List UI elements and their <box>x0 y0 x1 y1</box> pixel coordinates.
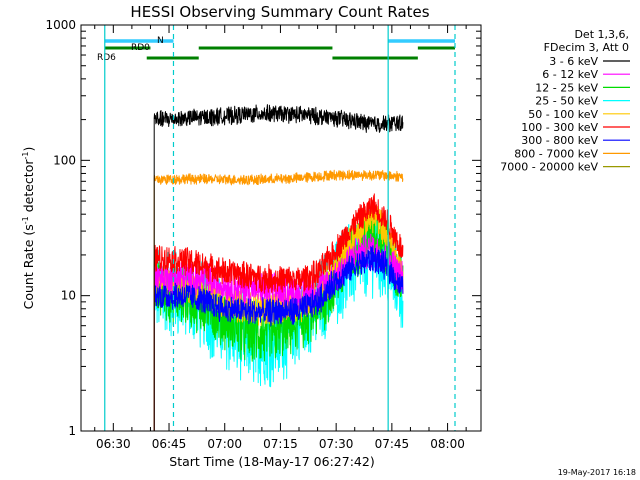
x-axis: 06:30 06:45 07:00 07:15 07:30 07:45 08:00 <box>94 25 467 451</box>
legend-header-line-2: FDecim 3, Att 0 <box>544 41 629 54</box>
y-tick-label: 1 <box>68 424 76 438</box>
x-tick-label: 06:30 <box>96 437 131 451</box>
y-tick-label: 10 <box>61 289 76 303</box>
flag-bar-label: RD0 <box>131 43 150 53</box>
x-tick-label: 07:45 <box>375 437 410 451</box>
y-axis-label-sup1: -1 <box>21 216 30 224</box>
y-axis-label-sup2: -1 <box>21 152 30 160</box>
x-tick-label: 08:00 <box>430 437 465 451</box>
legend-entry-label: 800 - 7000 keV <box>514 147 598 160</box>
x-tick-label: 06:45 <box>152 437 187 451</box>
x-tick-label: 07:30 <box>319 437 354 451</box>
legend-header-line-1: Det 1,3,6, <box>574 28 629 41</box>
vertical-markers <box>104 25 456 431</box>
chart-title: HESSI Observing Summary Count Rates <box>130 3 429 21</box>
y-axis-label-mid: detector <box>21 159 36 217</box>
series-layer <box>153 104 404 431</box>
legend-entry-label: 50 - 100 keV <box>528 108 598 121</box>
flag-bars: N RD0 RD6 <box>97 36 456 63</box>
legend-entry-label: 7000 - 20000 keV <box>500 161 598 174</box>
series-line <box>153 169 404 431</box>
x-axis-label: Start Time (18-May-17 06:27:42) <box>169 454 374 469</box>
series-line <box>153 104 404 431</box>
legend-entry-label: 3 - 6 keV <box>549 55 598 68</box>
x-tick-label: 07:00 <box>207 437 242 451</box>
series-line <box>153 193 404 431</box>
legend-entry-label: 100 - 300 keV <box>521 121 598 134</box>
y-axis: 1 10 100 1000 <box>45 18 481 438</box>
x-tick-label: 07:15 <box>263 437 298 451</box>
plot-frame <box>80 24 482 432</box>
y-tick-label: 1000 <box>45 18 76 32</box>
y-axis-label-main: Count Rate (s <box>21 224 36 309</box>
timestamp-label: 19-May-2017 16:18 <box>558 468 636 477</box>
legend-entry-label: 300 - 800 keV <box>521 134 598 147</box>
y-axis-label: Count Rate (s-1 detector-1) <box>21 147 36 310</box>
flag-bar-label: RD6 <box>97 53 116 63</box>
legend-entry-label: 12 - 25 keV <box>535 81 598 94</box>
y-axis-label-end: ) <box>21 147 36 152</box>
y-tick-label: 100 <box>53 153 76 167</box>
legend-entry-label: 25 - 50 keV <box>535 95 598 108</box>
flag-bar-label: N <box>157 36 164 46</box>
series-line <box>153 245 404 431</box>
legend-entry-label: 6 - 12 keV <box>542 68 598 81</box>
